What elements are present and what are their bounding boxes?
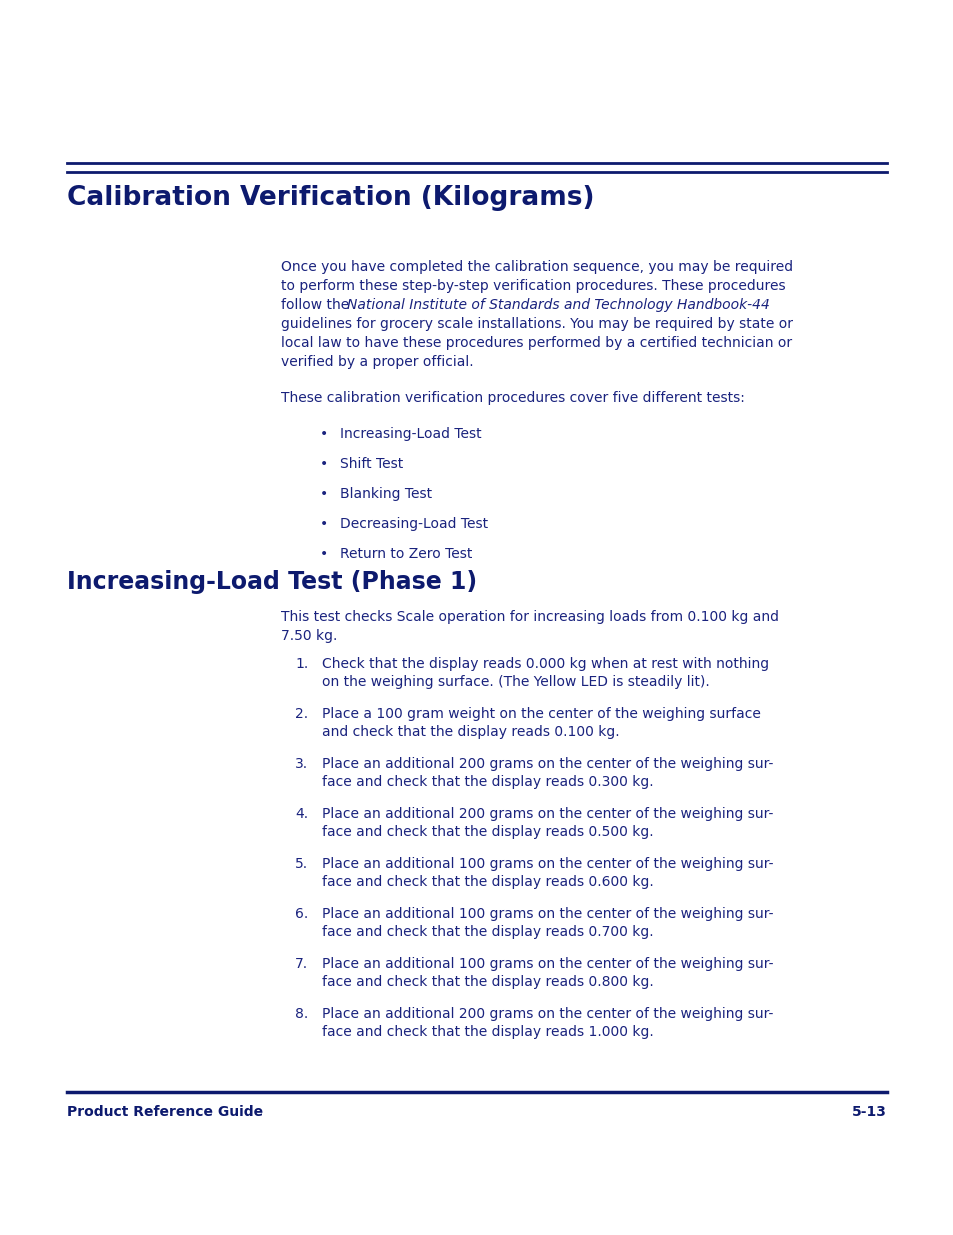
Text: Once you have completed the calibration sequence, you may be required: Once you have completed the calibration …: [281, 261, 792, 274]
Text: Place a 100 gram weight on the center of the weighing surface: Place a 100 gram weight on the center of…: [322, 706, 760, 721]
Text: Place an additional 100 grams on the center of the weighing sur-: Place an additional 100 grams on the cen…: [322, 906, 773, 921]
Text: Return to Zero Test: Return to Zero Test: [339, 547, 472, 561]
Text: These calibration verification procedures cover five different tests:: These calibration verification procedure…: [281, 391, 744, 405]
Text: face and check that the display reads 0.300 kg.: face and check that the display reads 0.…: [322, 776, 653, 789]
Text: 3.: 3.: [294, 757, 308, 771]
Text: Shift Test: Shift Test: [339, 457, 403, 471]
Text: •: •: [319, 427, 328, 441]
Text: •: •: [319, 457, 328, 471]
Text: face and check that the display reads 0.500 kg.: face and check that the display reads 0.…: [322, 825, 653, 839]
Text: Product Reference Guide: Product Reference Guide: [67, 1105, 263, 1119]
Text: •: •: [319, 517, 328, 531]
Text: Increasing-Load Test (Phase 1): Increasing-Load Test (Phase 1): [67, 571, 476, 594]
Text: face and check that the display reads 1.000 kg.: face and check that the display reads 1.…: [322, 1025, 653, 1039]
Text: Place an additional 100 grams on the center of the weighing sur-: Place an additional 100 grams on the cen…: [322, 957, 773, 971]
Text: 7.: 7.: [294, 957, 308, 971]
Text: Place an additional 200 grams on the center of the weighing sur-: Place an additional 200 grams on the cen…: [322, 1007, 773, 1021]
Text: Increasing-Load Test: Increasing-Load Test: [339, 427, 481, 441]
Text: face and check that the display reads 0.800 kg.: face and check that the display reads 0.…: [322, 974, 653, 989]
Text: on the weighing surface. (The Yellow LED is steadily lit).: on the weighing surface. (The Yellow LED…: [322, 676, 709, 689]
Text: Decreasing-Load Test: Decreasing-Load Test: [339, 517, 488, 531]
Text: Place an additional 200 grams on the center of the weighing sur-: Place an additional 200 grams on the cen…: [322, 757, 773, 771]
Text: 5-13: 5-13: [851, 1105, 886, 1119]
Text: local law to have these procedures performed by a certified technician or: local law to have these procedures perfo…: [281, 336, 791, 350]
Text: guidelines for grocery scale installations. You may be required by state or: guidelines for grocery scale installatio…: [281, 317, 792, 331]
Text: face and check that the display reads 0.600 kg.: face and check that the display reads 0.…: [322, 876, 653, 889]
Text: Place an additional 200 grams on the center of the weighing sur-: Place an additional 200 grams on the cen…: [322, 806, 773, 821]
Text: face and check that the display reads 0.700 kg.: face and check that the display reads 0.…: [322, 925, 653, 939]
Text: 8.: 8.: [294, 1007, 308, 1021]
Text: Blanking Test: Blanking Test: [339, 487, 432, 501]
Text: Check that the display reads 0.000 kg when at rest with nothing: Check that the display reads 0.000 kg wh…: [322, 657, 768, 671]
Text: 2.: 2.: [294, 706, 308, 721]
Text: Calibration Verification (Kilograms): Calibration Verification (Kilograms): [67, 185, 594, 211]
Text: 7.50 kg.: 7.50 kg.: [281, 629, 337, 643]
Text: to perform these step-by-step verification procedures. These procedures: to perform these step-by-step verificati…: [281, 279, 785, 293]
Text: National Institute of Standards and Technology Handbook-44: National Institute of Standards and Tech…: [347, 298, 769, 312]
Text: •: •: [319, 487, 328, 501]
Text: 4.: 4.: [294, 806, 308, 821]
Text: This test checks Scale operation for increasing loads from 0.100 kg and: This test checks Scale operation for inc…: [281, 610, 779, 624]
Text: 5.: 5.: [294, 857, 308, 871]
Text: Place an additional 100 grams on the center of the weighing sur-: Place an additional 100 grams on the cen…: [322, 857, 773, 871]
Text: follow the: follow the: [281, 298, 354, 312]
Text: 6.: 6.: [294, 906, 308, 921]
Text: and check that the display reads 0.100 kg.: and check that the display reads 0.100 k…: [322, 725, 619, 739]
Text: 1.: 1.: [294, 657, 308, 671]
Text: verified by a proper official.: verified by a proper official.: [281, 354, 473, 369]
Text: •: •: [319, 547, 328, 561]
